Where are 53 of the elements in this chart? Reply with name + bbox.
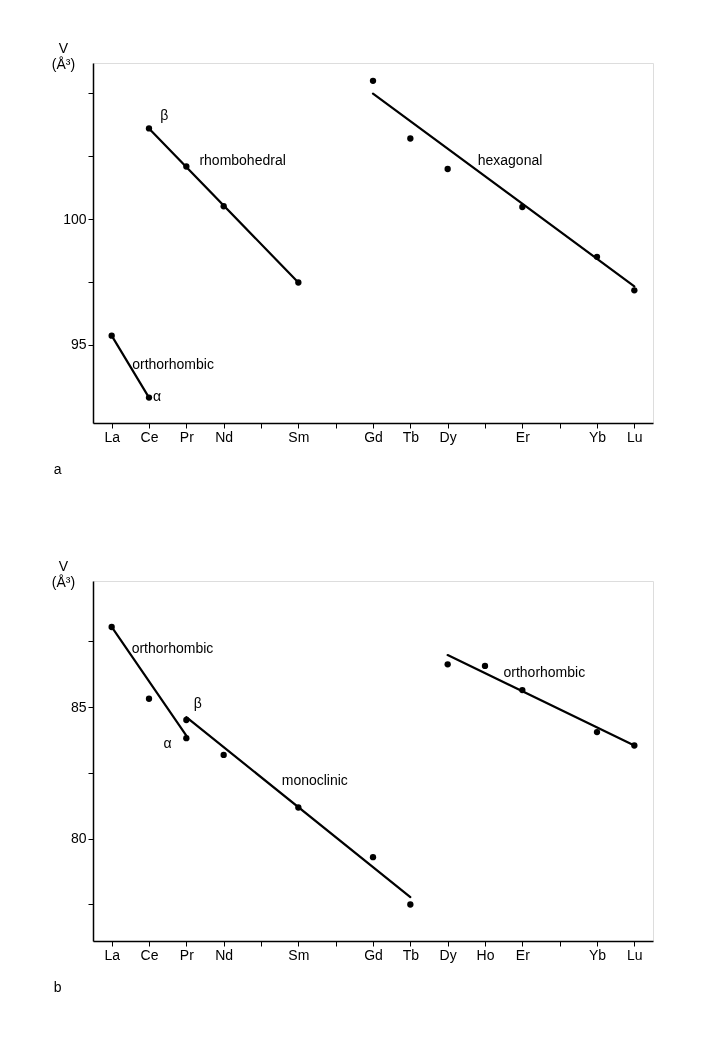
y-axis-title: V (Å³) <box>51 39 76 72</box>
point <box>593 728 601 736</box>
x-tick-label: Er <box>515 946 531 963</box>
point <box>481 662 489 670</box>
point <box>444 165 451 173</box>
x-tick-label: Gd <box>364 428 383 445</box>
y-tick-label: 80 <box>70 830 87 847</box>
y-tick-label: 100 <box>63 210 87 227</box>
x-tick-label: Nd <box>215 428 234 445</box>
annotation: orthorhombic <box>131 640 214 657</box>
x-tick-label: Sm <box>288 428 310 445</box>
annotation: hexagonal <box>477 152 543 169</box>
x-tick-label: Lu <box>627 946 643 963</box>
annotation: rhombohedral <box>199 152 286 169</box>
point <box>444 661 451 668</box>
x-tick-label: Yb <box>588 946 607 963</box>
x-tick-label: Ho <box>476 946 495 963</box>
x-tick-label: Tb <box>402 946 420 963</box>
x-tick-label: Tb <box>402 428 420 445</box>
x-tick-label: Sm <box>288 946 310 963</box>
x-tick-label: Gd <box>364 946 383 963</box>
annotation: α <box>163 735 172 752</box>
point <box>369 77 377 85</box>
annotation: monoclinic <box>281 771 348 788</box>
y-axis-title: V (Å³) <box>51 557 76 590</box>
point <box>407 901 414 908</box>
x-tick-label: Dy <box>439 428 457 445</box>
annotation: orthorhombic <box>132 356 214 373</box>
x-tick-label: Nd <box>215 946 234 963</box>
x-tick-label: Er <box>515 428 531 445</box>
annotation: α <box>152 388 162 405</box>
x-tick-label: Dy <box>439 946 457 963</box>
point <box>145 695 153 702</box>
x-tick-label: Ce <box>140 946 159 963</box>
annotation: β <box>193 695 202 712</box>
x-tick-label: Lu <box>627 428 643 445</box>
point <box>369 854 377 861</box>
x-tick-label: Pr <box>179 428 195 445</box>
point <box>220 751 227 759</box>
text: b <box>53 978 62 995</box>
x-tick-label: Pr <box>179 946 195 963</box>
y-tick-label: 85 <box>70 698 87 715</box>
x-tick-label: Ce <box>140 428 159 445</box>
x-tick-label: La <box>104 428 121 445</box>
point <box>183 734 190 742</box>
text: a <box>53 460 62 477</box>
point <box>631 287 638 294</box>
point <box>407 135 414 142</box>
annotation: orthorhombic <box>503 663 586 680</box>
x-tick-label: Yb <box>588 428 607 445</box>
x-tick-label: La <box>104 946 121 963</box>
y-tick-label: 95 <box>70 336 87 353</box>
annotation: β <box>160 106 169 123</box>
